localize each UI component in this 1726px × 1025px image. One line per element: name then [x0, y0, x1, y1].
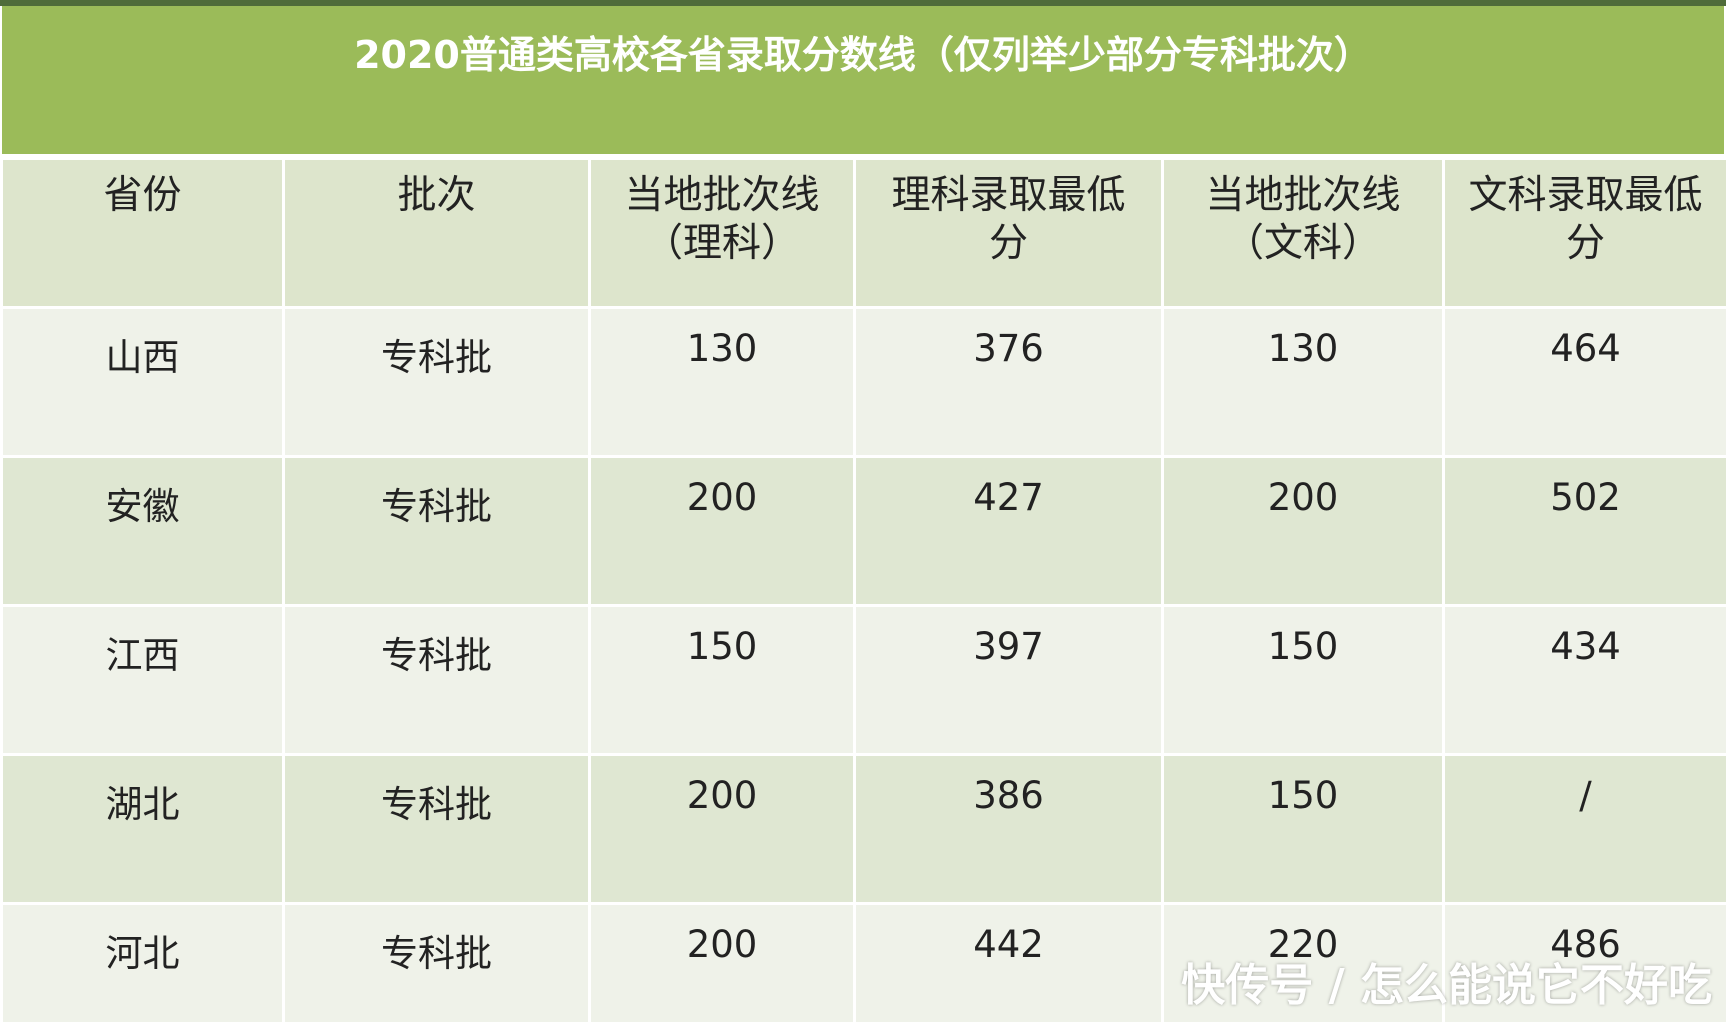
header-cell: 省份	[2, 159, 284, 308]
cell: /	[1444, 755, 1726, 904]
header-cell: 批次	[284, 159, 590, 308]
cell: 150	[590, 606, 855, 755]
cell: 专科批	[284, 606, 590, 755]
cell: 150	[1163, 606, 1444, 755]
header-text: （理科）	[591, 220, 853, 268]
cell: 434	[1444, 606, 1726, 755]
table-body: 省份批次当地批次线（理科）理科录取最低分当地批次线（文科）文科录取最低分山西专科…	[2, 159, 1726, 1024]
cell: 专科批	[284, 755, 590, 904]
cell: 专科批	[284, 457, 590, 606]
cell: 江西	[2, 606, 284, 755]
cell: 200	[590, 457, 855, 606]
header-cell: 当地批次线（文科）	[1163, 159, 1444, 308]
header-text: 批次	[285, 172, 588, 220]
header-text: 理科录取最低	[856, 172, 1161, 220]
cell: 130	[590, 308, 855, 457]
header-text: 省份	[3, 172, 282, 220]
cell: 130	[1163, 308, 1444, 457]
cell: 464	[1444, 308, 1726, 457]
cell: 502	[1444, 457, 1726, 606]
header-cell: 当地批次线（理科）	[590, 159, 855, 308]
watermark: 快传号 / 怎么能说它不好吃	[1181, 949, 1712, 1013]
cell: 安徽	[2, 457, 284, 606]
header-text: 分	[856, 220, 1161, 268]
cell: 200	[1163, 457, 1444, 606]
cell: 427	[855, 457, 1163, 606]
score-table: 省份批次当地批次线（理科）理科录取最低分当地批次线（文科）文科录取最低分山西专科…	[0, 157, 1726, 1025]
header-text: 分	[1445, 220, 1726, 268]
cell: 376	[855, 308, 1163, 457]
cell: 442	[855, 904, 1163, 1024]
header-cell: 理科录取最低分	[855, 159, 1163, 308]
cell: 200	[590, 904, 855, 1024]
title: 2020普通类高校各省录取分数线（仅列举少部分专科批次）	[2, 6, 1724, 154]
cell: 山西	[2, 308, 284, 457]
header-text: 当地批次线	[591, 172, 853, 220]
cell: 200	[590, 755, 855, 904]
cell: 湖北	[2, 755, 284, 904]
header-text: （文科）	[1164, 220, 1442, 268]
cell: 专科批	[284, 904, 590, 1024]
cell: 150	[1163, 755, 1444, 904]
header-row: 省份批次当地批次线（理科）理科录取最低分当地批次线（文科）文科录取最低分	[2, 159, 1726, 308]
cell: 386	[855, 755, 1163, 904]
cell: 专科批	[284, 308, 590, 457]
header-text: 文科录取最低	[1445, 172, 1726, 220]
header-text: 当地批次线	[1164, 172, 1442, 220]
cell: 河北	[2, 904, 284, 1024]
header-cell: 文科录取最低分	[1444, 159, 1726, 308]
cell: 397	[855, 606, 1163, 755]
